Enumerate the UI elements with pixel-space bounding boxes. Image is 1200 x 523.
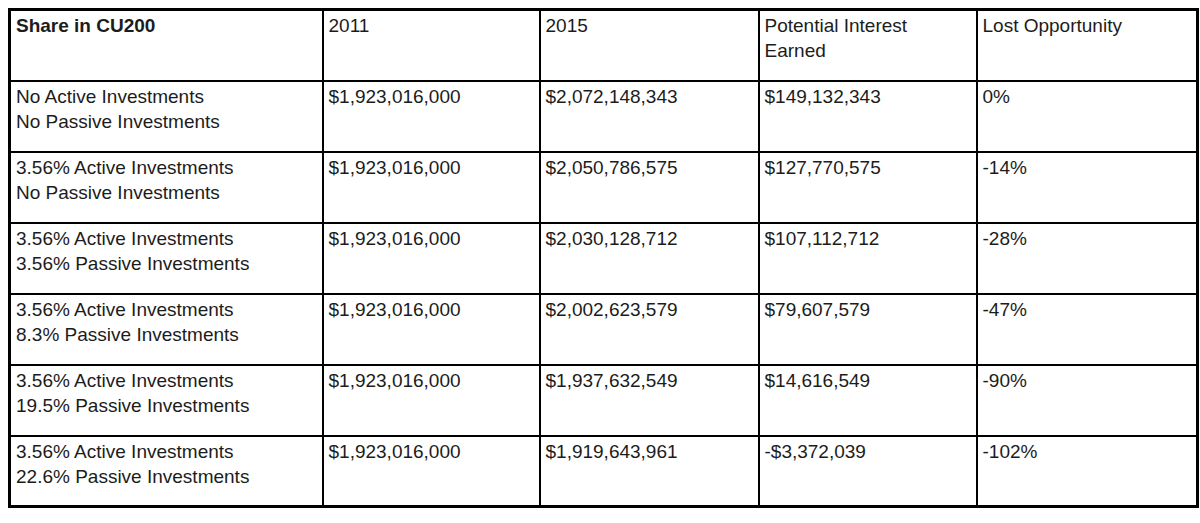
cell-lost-opportunity-value: -14% [977, 152, 1198, 223]
cell-2011-value: $1,923,016,000 [323, 436, 540, 507]
scenario-active-line: 3.56% Active Investments [16, 439, 319, 464]
scenario-active-line: 3.56% Active Investments [16, 368, 319, 393]
col-header-2011: 2011 [323, 10, 540, 81]
cell-scenario-label: 3.56% Active Investments 8.3% Passive In… [10, 294, 323, 365]
cell-lost-opportunity-value: -90% [977, 365, 1198, 436]
table-row: 3.56% Active Investments 8.3% Passive In… [10, 294, 1198, 365]
cell-2015-value: $2,050,786,575 [540, 152, 759, 223]
scenario-active-line: 3.56% Active Investments [16, 226, 319, 251]
scenario-passive-line: 22.6% Passive Investments [16, 464, 319, 489]
cell-potential-interest-value: $149,132,343 [759, 81, 977, 152]
cell-potential-interest-value: $127,770,575 [759, 152, 977, 223]
table-row: 3.56% Active Investments 3.56% Passive I… [10, 223, 1198, 294]
cell-2015-value: $2,072,148,343 [540, 81, 759, 152]
cell-lost-opportunity-value: -28% [977, 223, 1198, 294]
cell-potential-interest-value: $79,607,579 [759, 294, 977, 365]
cell-2015-value: $1,937,632,549 [540, 365, 759, 436]
cell-lost-opportunity-value: -47% [977, 294, 1198, 365]
cell-2015-value: $2,030,128,712 [540, 223, 759, 294]
table-row: 3.56% Active Investments 22.6% Passive I… [10, 436, 1198, 507]
cell-potential-interest-value: -$3,372,039 [759, 436, 977, 507]
table-row: No Active Investments No Passive Investm… [10, 81, 1198, 152]
cell-potential-interest-value: $14,616,549 [759, 365, 977, 436]
cell-scenario-label: 3.56% Active Investments 19.5% Passive I… [10, 365, 323, 436]
col-header-share-in-cu200: Share in CU200 [10, 10, 323, 81]
cell-potential-interest-value: $107,112,712 [759, 223, 977, 294]
cell-scenario-label: 3.56% Active Investments 22.6% Passive I… [10, 436, 323, 507]
scenario-passive-line: No Passive Investments [16, 180, 319, 205]
cell-2015-value: $1,919,643,961 [540, 436, 759, 507]
cell-2011-value: $1,923,016,000 [323, 223, 540, 294]
cell-2011-value: $1,923,016,000 [323, 365, 540, 436]
table-row: 3.56% Active Investments 19.5% Passive I… [10, 365, 1198, 436]
cell-2011-value: $1,923,016,000 [323, 152, 540, 223]
investment-comparison-table: Share in CU200 2011 2015 Potential Inter… [8, 8, 1199, 508]
scenario-passive-line: 8.3% Passive Investments [16, 322, 319, 347]
scenario-active-line: 3.56% Active Investments [16, 155, 319, 180]
cell-scenario-label: 3.56% Active Investments No Passive Inve… [10, 152, 323, 223]
cell-2011-value: $1,923,016,000 [323, 294, 540, 365]
col-header-lost-opportunity: Lost Opportunity [977, 10, 1198, 81]
scenario-passive-line: No Passive Investments [16, 109, 319, 134]
cell-lost-opportunity-value: 0% [977, 81, 1198, 152]
col-header-2015: 2015 [540, 10, 759, 81]
cell-scenario-label: 3.56% Active Investments 3.56% Passive I… [10, 223, 323, 294]
scenario-passive-line: 3.56% Passive Investments [16, 251, 319, 276]
scenario-active-line: No Active Investments [16, 84, 319, 109]
cell-2015-value: $2,002,623,579 [540, 294, 759, 365]
investment-table-container: Share in CU200 2011 2015 Potential Inter… [8, 8, 1199, 508]
cell-scenario-label: No Active Investments No Passive Investm… [10, 81, 323, 152]
header-row: Share in CU200 2011 2015 Potential Inter… [10, 10, 1198, 81]
scenario-active-line: 3.56% Active Investments [16, 297, 319, 322]
scenario-passive-line: 19.5% Passive Investments [16, 393, 319, 418]
col-header-potential-interest-earned: Potential Interest Earned [759, 10, 977, 81]
cell-2011-value: $1,923,016,000 [323, 81, 540, 152]
cell-lost-opportunity-value: -102% [977, 436, 1198, 507]
table-row: 3.56% Active Investments No Passive Inve… [10, 152, 1198, 223]
